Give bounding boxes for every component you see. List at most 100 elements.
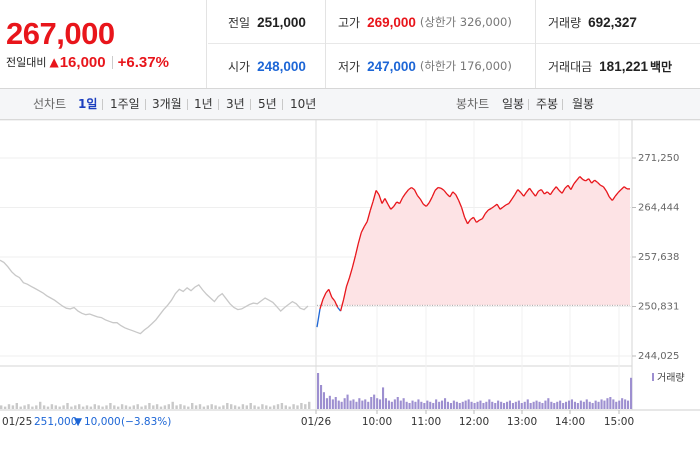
volume-bar (230, 404, 233, 409)
volume-bar (603, 400, 606, 409)
volume-bar (585, 399, 588, 409)
candle-monthly[interactable]: 월봉 (572, 97, 595, 111)
today-line-segment (529, 187, 534, 193)
volume-bar (544, 400, 547, 409)
volume-bar (81, 406, 85, 409)
period-1d[interactable]: 1일 (78, 97, 98, 111)
volume-bar (155, 404, 159, 409)
volume-bar (606, 398, 609, 409)
prev-close: 전일 251,000 (228, 0, 306, 44)
volume-bar (367, 401, 370, 409)
volume-bar (261, 404, 264, 409)
volume-bar (473, 403, 476, 409)
today-line-segment (416, 195, 421, 200)
high-value: 269,000 (367, 14, 416, 30)
volume-bar (113, 405, 116, 409)
period-3y[interactable]: 3년 (226, 97, 245, 111)
today-line-segment (570, 183, 575, 190)
volume-bar (11, 405, 15, 409)
volume-bar (597, 401, 600, 409)
period-1y[interactable]: 1년 (194, 97, 213, 111)
today-line-segment (319, 299, 324, 310)
volume-bar (144, 405, 147, 409)
candle-weekly[interactable]: 주봉 (536, 97, 559, 111)
divider (187, 99, 188, 110)
volume-bar (148, 403, 151, 409)
chart-toolbar: 선차트 1일 1주일 3개월 1년 3년 5년 10년 봉차트 일봉 주봉 월봉 (0, 89, 700, 120)
candle-daily[interactable]: 일봉 (502, 97, 525, 111)
today-line-segment (614, 192, 619, 197)
volume-bar (89, 406, 93, 409)
y-axis: 271,250 264,444 257,638 250,831 244,025 (632, 153, 679, 362)
today-line-segment (576, 176, 581, 181)
today-line-segment (617, 189, 622, 193)
today-line-segment (532, 192, 537, 197)
today-line-segment (540, 189, 545, 195)
footer-close: 251,000 (34, 416, 77, 428)
volume-bar (364, 399, 367, 409)
volume-bar (346, 394, 349, 409)
volume-bar (42, 405, 46, 409)
today-line-segment (443, 189, 448, 195)
today-line-segment (467, 219, 472, 225)
volume-bar (387, 400, 390, 409)
volume-bar (198, 404, 202, 409)
volume-bar (485, 401, 488, 409)
prev-day-line-group (0, 259, 309, 335)
volume-bar (556, 401, 559, 409)
today-line-segment (419, 198, 424, 205)
footer-date: 01/25 (2, 416, 32, 428)
volume-legend-label: 거래량 (657, 372, 685, 384)
volume-bar (503, 403, 506, 409)
volume-bars (0, 373, 633, 409)
volume-bar (452, 400, 455, 409)
today-line-segment (316, 308, 321, 328)
period-10y[interactable]: 10년 (290, 97, 317, 111)
period-5y[interactable]: 5년 (258, 97, 277, 111)
amount-value: 181,221 (599, 58, 648, 74)
today-line-segment (517, 189, 522, 193)
today-line-segment (476, 219, 480, 223)
volume-bar (85, 405, 89, 409)
period-3m[interactable]: 3개월 (152, 97, 182, 111)
volume-bar (325, 398, 328, 409)
today-area-group (316, 176, 630, 328)
change-amount: 16,000 (59, 53, 106, 71)
volume-bar (449, 403, 452, 409)
volume-bar (214, 405, 217, 409)
volume-bar (249, 403, 252, 409)
volume-bar (538, 401, 541, 409)
volume-bar (74, 405, 77, 409)
volume-bar (467, 399, 470, 409)
today-line-segment (334, 300, 339, 308)
today-line-segment (490, 205, 495, 210)
down-triangle-icon: ▼ (74, 416, 83, 428)
today-line-segment (479, 218, 483, 221)
volume-bar (526, 399, 529, 409)
today-line-segment (620, 186, 625, 191)
period-1w[interactable]: 1주일 (110, 97, 140, 111)
volume-bar (308, 401, 311, 409)
volume-bar (565, 401, 568, 409)
today-line-segment (393, 201, 398, 207)
today-line-segment (458, 200, 463, 209)
today-line-segment (514, 189, 519, 196)
volume-bar (97, 405, 100, 409)
volume-bar (233, 405, 237, 409)
quote-panel: 267,000 전일대비 ▲ 16,000 +6.37% 전일 251,000 … (0, 0, 700, 89)
today-line-segment (402, 192, 407, 198)
today-line-segment (431, 190, 436, 198)
volume-bar (337, 400, 340, 409)
volume-bar (464, 400, 467, 409)
change-percent: +6.37% (117, 53, 169, 71)
divider (535, 0, 536, 88)
today-line-segment (496, 203, 501, 210)
price-chart: 271,250 264,444 257,638 250,831 244,025 01/2… (0, 120, 700, 428)
current-price: 267,000 (6, 16, 115, 51)
divider (145, 99, 146, 110)
x-tick-label: 10:00 (362, 416, 392, 428)
volume-bar (600, 399, 603, 409)
volume-bar (494, 403, 497, 409)
today-line-segment (561, 187, 566, 194)
today-line-segment (611, 195, 616, 201)
